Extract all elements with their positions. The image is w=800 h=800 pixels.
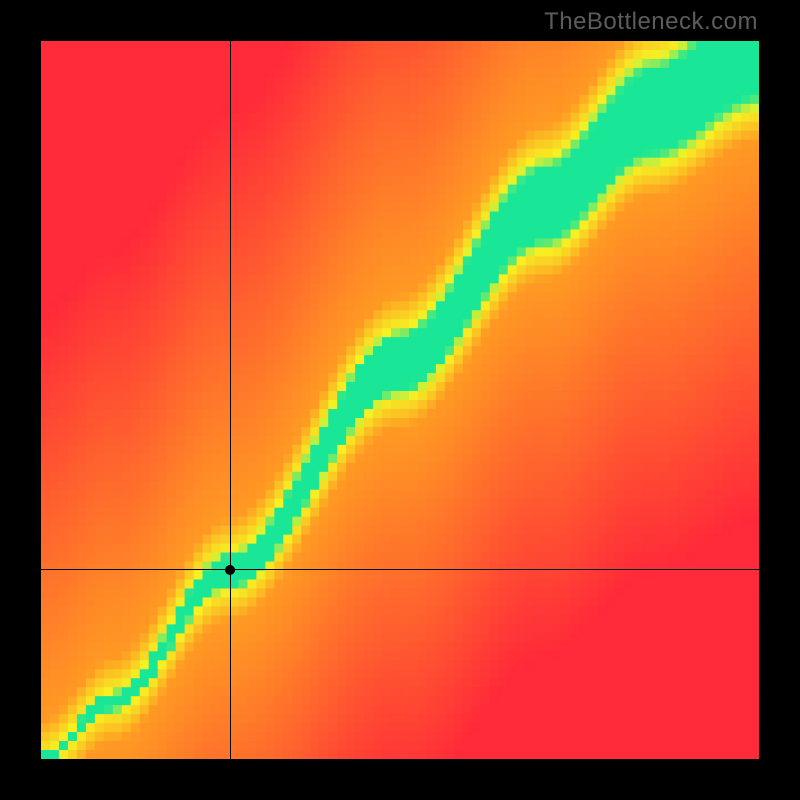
bottleneck-heatmap bbox=[41, 41, 759, 759]
watermark-text: TheBottleneck.com bbox=[544, 8, 758, 36]
crosshair-marker[interactable] bbox=[225, 565, 235, 575]
crosshair-vertical bbox=[230, 41, 231, 759]
crosshair-horizontal bbox=[41, 569, 759, 570]
